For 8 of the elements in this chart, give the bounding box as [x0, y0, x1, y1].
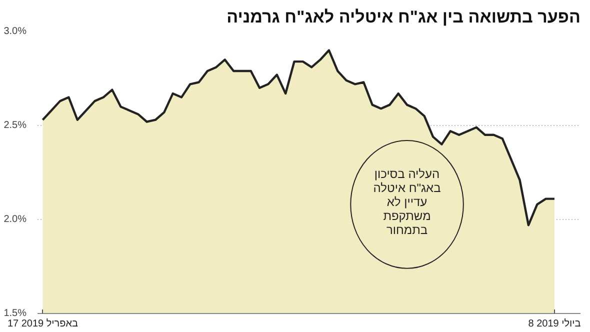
y-tick-label: 2.0%	[4, 214, 27, 225]
y-tick-label: 2.5%	[4, 120, 27, 131]
chart-title: הפער בתשואה בין אג"ח איטליה לאג"ח גרמניה	[226, 8, 581, 26]
y-tick-label: 3.0%	[4, 26, 27, 37]
annotation: העליה בסיכון באג"ח איטלה עדיין לא משתקפת בתמחור	[373, 166, 441, 237]
x-tick-label: 8 ביולי 2019	[528, 318, 581, 330]
y-tick-label: 1.5%	[4, 308, 27, 319]
x-tick-label: 17 באפריל 2019	[7, 318, 78, 330]
